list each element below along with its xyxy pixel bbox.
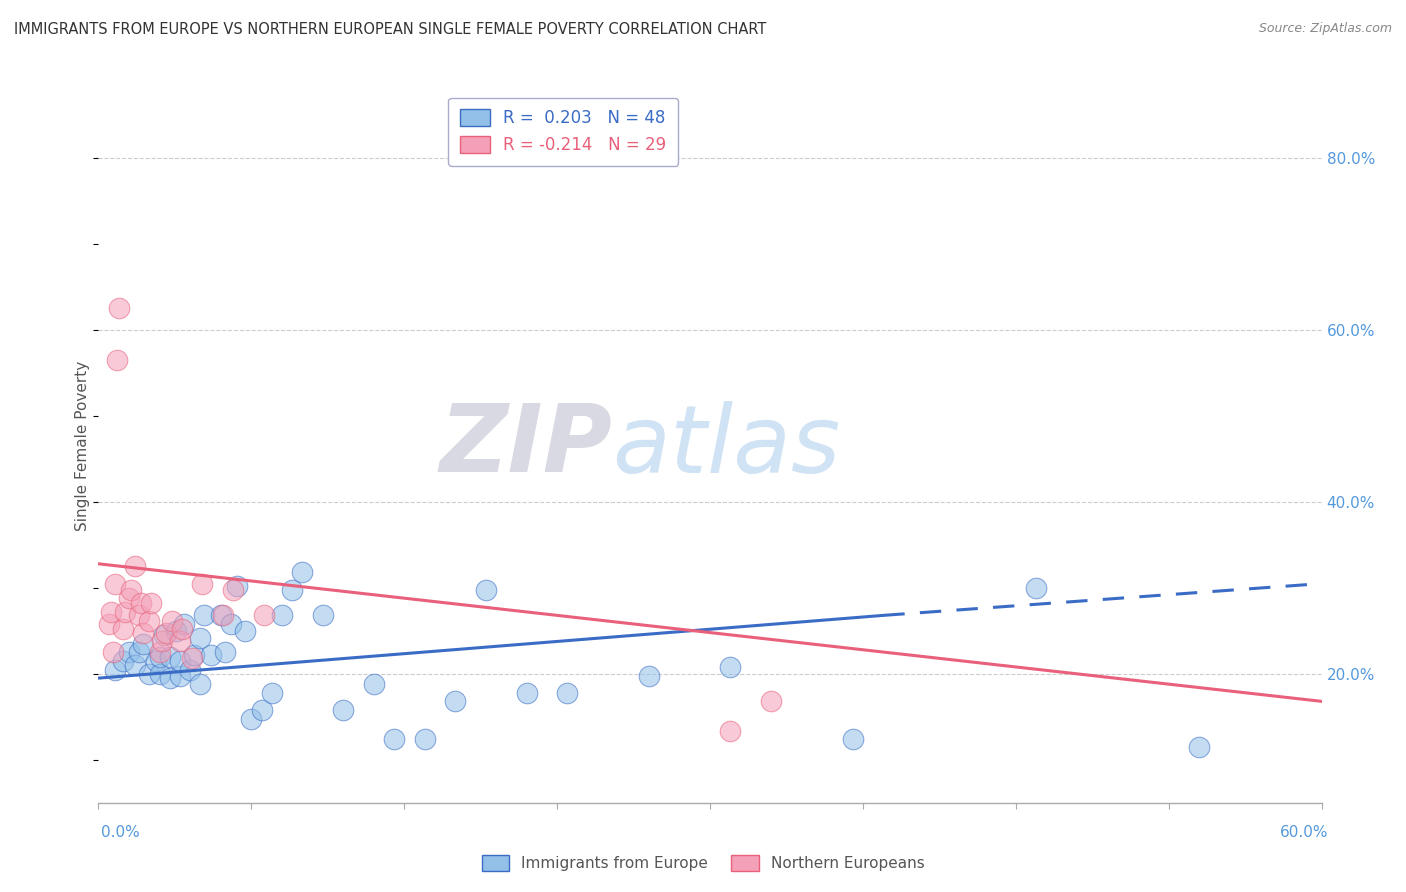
Point xyxy=(557,686,579,700)
Text: Source: ZipAtlas.com: Source: ZipAtlas.com xyxy=(1258,22,1392,36)
Point xyxy=(181,651,204,665)
Point xyxy=(291,566,314,580)
Text: atlas: atlas xyxy=(612,401,841,491)
Point xyxy=(169,634,191,648)
Text: ZIP: ZIP xyxy=(439,400,612,492)
Y-axis label: Single Female Poverty: Single Female Poverty xyxy=(75,361,90,531)
Point xyxy=(108,301,131,316)
Point xyxy=(170,622,193,636)
Point xyxy=(100,605,122,619)
Point xyxy=(413,732,436,747)
Point xyxy=(841,732,863,747)
Point xyxy=(138,614,160,628)
Point xyxy=(191,576,214,591)
Point xyxy=(183,648,205,662)
Legend: R =  0.203   N = 48, R = -0.214   N = 29: R = 0.203 N = 48, R = -0.214 N = 29 xyxy=(449,97,678,166)
Text: 60.0%: 60.0% xyxy=(1281,825,1329,840)
Point xyxy=(160,614,183,628)
Point xyxy=(516,686,538,700)
Point xyxy=(111,654,134,668)
Point xyxy=(474,582,498,597)
Point xyxy=(128,645,150,659)
Point xyxy=(159,649,181,664)
Point xyxy=(179,663,201,677)
Point xyxy=(226,579,249,593)
Point xyxy=(761,694,783,708)
Point xyxy=(124,559,146,574)
Point xyxy=(281,582,304,597)
Point xyxy=(97,617,120,632)
Point xyxy=(169,668,191,682)
Point xyxy=(312,608,335,623)
Point xyxy=(211,608,233,623)
Point xyxy=(240,712,263,726)
Point xyxy=(169,654,191,668)
Point xyxy=(219,617,242,632)
Point xyxy=(200,648,222,662)
Point xyxy=(382,732,405,747)
Point xyxy=(444,694,467,708)
Point xyxy=(120,582,142,597)
Point xyxy=(114,605,136,619)
Point xyxy=(188,677,212,691)
Point xyxy=(214,645,236,659)
Point xyxy=(260,686,283,700)
Legend: Immigrants from Europe, Northern Europeans: Immigrants from Europe, Northern Europea… xyxy=(475,849,931,877)
Point xyxy=(173,617,195,632)
Point xyxy=(233,624,256,638)
Point xyxy=(132,625,155,640)
Point xyxy=(111,622,134,636)
Point xyxy=(165,624,187,638)
Point xyxy=(132,637,155,651)
Text: IMMIGRANTS FROM EUROPE VS NORTHERN EUROPEAN SINGLE FEMALE POVERTY CORRELATION CH: IMMIGRANTS FROM EUROPE VS NORTHERN EUROP… xyxy=(14,22,766,37)
Point xyxy=(638,668,661,682)
Point xyxy=(128,608,150,623)
Point xyxy=(138,666,160,681)
Point xyxy=(332,703,354,717)
Point xyxy=(1188,739,1211,754)
Text: 0.0%: 0.0% xyxy=(101,825,141,840)
Point xyxy=(252,608,274,623)
Point xyxy=(149,645,172,659)
Point xyxy=(118,591,141,606)
Point xyxy=(159,671,181,685)
Point xyxy=(101,645,124,659)
Point xyxy=(105,353,128,368)
Point xyxy=(104,663,127,677)
Point xyxy=(270,608,294,623)
Point xyxy=(188,631,212,645)
Point xyxy=(193,608,215,623)
Point xyxy=(1025,581,1047,595)
Point xyxy=(363,677,385,691)
Point xyxy=(104,576,127,591)
Point xyxy=(124,658,146,673)
Point xyxy=(141,596,163,610)
Point xyxy=(145,654,167,668)
Point xyxy=(720,723,742,738)
Point xyxy=(152,628,174,642)
Point xyxy=(222,582,245,597)
Point xyxy=(250,703,273,717)
Point xyxy=(209,608,232,623)
Point xyxy=(720,660,742,674)
Point xyxy=(149,649,172,664)
Point xyxy=(150,634,173,648)
Point xyxy=(155,625,177,640)
Point xyxy=(129,596,152,610)
Point xyxy=(149,666,172,681)
Point xyxy=(118,645,141,659)
